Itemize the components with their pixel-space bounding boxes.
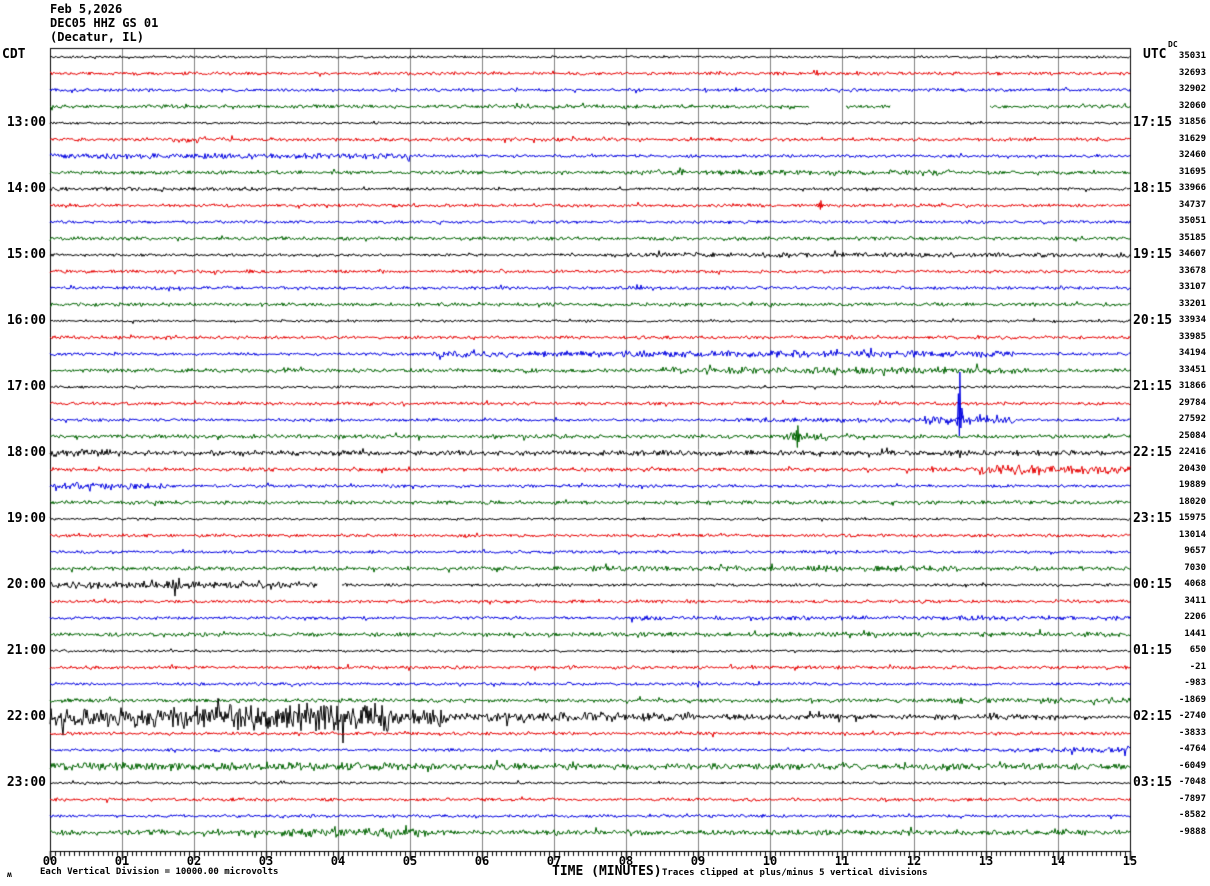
x-tick-label: 04 (330, 854, 346, 868)
dc-value: 35051 (1178, 216, 1206, 226)
x-tick-label: 13 (978, 854, 994, 868)
x-tick-label: 05 (402, 854, 418, 868)
dc-value: 34737 (1178, 199, 1206, 210)
dc-value: 1441 (1184, 628, 1206, 639)
dc-value: 25084 (1178, 430, 1206, 441)
dc-value: 32693 (1178, 67, 1206, 78)
right-time-label: 23:15 (1133, 511, 1173, 526)
dc-value: 33201 (1178, 298, 1206, 309)
dc-value: -9888 (1178, 826, 1206, 837)
left-time-label: 23:00 (6, 775, 46, 790)
dc-value: 32902 (1178, 84, 1206, 94)
dc-value: 9657 (1184, 546, 1206, 556)
dc-value: 7030 (1184, 562, 1206, 573)
dc-value: 650 (1189, 645, 1206, 655)
x-tick-label: 11 (834, 854, 850, 868)
dc-value: 27592 (1178, 414, 1206, 424)
dc-value: 32460 (1178, 150, 1206, 160)
dc-value: 35031 (1178, 51, 1206, 61)
right-time-label: 02:15 (1133, 709, 1173, 724)
dc-value: -4764 (1178, 744, 1206, 754)
x-tick-label: 03 (258, 854, 274, 868)
dc-value: 35185 (1178, 232, 1206, 243)
dc-value: 34607 (1178, 249, 1206, 259)
dc-value: 33451 (1178, 364, 1206, 375)
dc-value: 3411 (1184, 595, 1206, 606)
title-location: (Decatur, IL) (50, 30, 144, 44)
right-time-label: 21:15 (1133, 379, 1173, 394)
scale-note: Each Vertical Division = 10000.00 microv… (40, 867, 279, 877)
dc-value: -21 (1189, 661, 1206, 672)
x-tick-label: 07 (546, 854, 562, 868)
x-tick-label: 12 (906, 854, 922, 868)
dc-value: 34194 (1178, 348, 1206, 358)
left-time-label: 13:00 (6, 115, 46, 130)
dc-value: 33107 (1178, 282, 1206, 292)
dc-value: 18020 (1178, 496, 1206, 507)
dc-value: 33985 (1178, 331, 1206, 342)
dc-value: 31856 (1178, 117, 1206, 127)
right-timezone-label: UTC (1143, 47, 1167, 62)
dc-value: 33678 (1178, 265, 1206, 276)
dc-value: 4068 (1184, 579, 1206, 589)
right-time-label: 00:15 (1133, 577, 1173, 592)
dc-value: 13014 (1178, 529, 1206, 540)
left-time-label: 20:00 (6, 577, 46, 592)
dc-value: -3833 (1178, 727, 1206, 738)
dc-value: -7897 (1178, 793, 1206, 804)
right-time-label: 01:15 (1133, 643, 1173, 658)
dc-value: -983 (1184, 678, 1206, 688)
x-tick-label: 06 (474, 854, 490, 868)
dc-value: 22416 (1178, 447, 1206, 457)
left-time-label: 22:00 (6, 709, 46, 724)
dc-value: -8582 (1178, 810, 1206, 820)
dc-value: 15975 (1178, 513, 1206, 523)
dc-value: -1869 (1178, 694, 1206, 705)
dc-column-header: DC (1168, 40, 1178, 49)
left-time-label: 19:00 (6, 511, 46, 526)
left-time-label: 16:00 (6, 313, 46, 328)
clip-note: Traces clipped at plus/minus 5 vertical … (662, 868, 928, 878)
left-time-label: 14:00 (6, 181, 46, 196)
x-tick-label: 10 (762, 854, 778, 868)
dc-value: 33934 (1178, 315, 1206, 325)
right-time-label: 17:15 (1133, 115, 1173, 130)
dc-value: -7048 (1178, 777, 1206, 787)
x-tick-label: 01 (114, 854, 130, 868)
right-time-label: 19:15 (1133, 247, 1173, 262)
title-date: Feb 5,2026 (50, 2, 123, 16)
dc-value: 2206 (1184, 612, 1206, 622)
left-time-label: 15:00 (6, 247, 46, 262)
dc-value: 20430 (1178, 463, 1206, 474)
left-time-label: 21:00 (6, 643, 46, 658)
x-tick-label: 09 (690, 854, 706, 868)
x-axis-label: TIME (MINUTES) (552, 864, 662, 879)
left-time-label: 17:00 (6, 379, 46, 394)
left-time-label: 18:00 (6, 445, 46, 460)
dc-value: 29784 (1178, 397, 1206, 408)
dc-value: 33966 (1178, 183, 1206, 193)
dc-value: 31866 (1178, 381, 1206, 391)
dc-value: 31695 (1178, 166, 1206, 177)
right-time-label: 20:15 (1133, 313, 1173, 328)
x-tick-label: 08 (618, 854, 634, 868)
right-time-label: 03:15 (1133, 775, 1173, 790)
dc-value: -2740 (1178, 711, 1206, 721)
left-timezone-label: CDT (2, 47, 26, 62)
x-tick-label: 00 (42, 854, 58, 868)
dc-value: 31629 (1178, 133, 1206, 144)
watermark-mark: ʍ (7, 870, 12, 879)
x-tick-label: 02 (186, 854, 202, 868)
right-time-label: 18:15 (1133, 181, 1173, 196)
dc-value: 32060 (1178, 100, 1206, 111)
dc-value: -6049 (1178, 760, 1206, 771)
title-station: DEC05 HHZ GS 01 (50, 16, 159, 30)
x-tick-label: 15 (1122, 854, 1138, 868)
right-time-label: 22:15 (1133, 445, 1173, 460)
dc-value: 19889 (1178, 480, 1206, 490)
x-tick-label: 14 (1050, 854, 1066, 868)
